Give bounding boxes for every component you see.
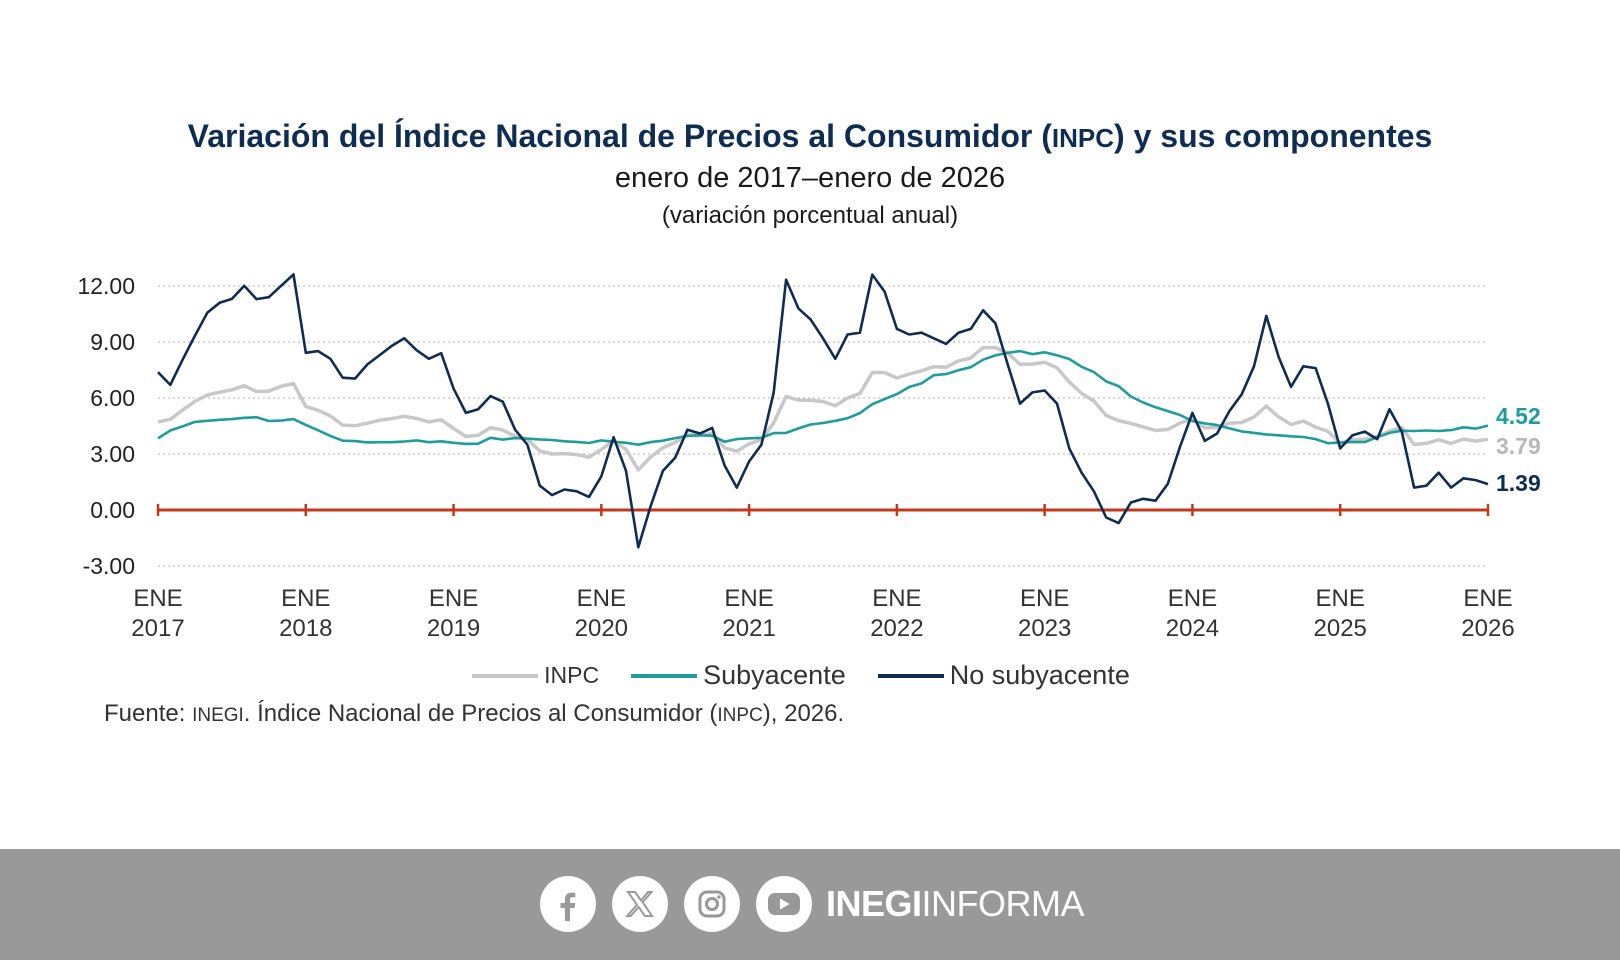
x-tick-label-year: 2026 (1461, 615, 1514, 642)
end-labels: 4.52 3.79 1.39 (1496, 403, 1541, 496)
chart-units: (variación porcentual anual) (661, 202, 959, 229)
x-tick-label-month: ENE (1168, 585, 1217, 612)
instagram-icon[interactable] (684, 876, 740, 932)
y-axis-ticks: 12.00 9.00 6.00 3.00 0.00 -3.00 (77, 273, 135, 579)
legend-item-no-subyacente: No subyacente (877, 660, 1130, 691)
x-tick-label-year: 2022 (870, 615, 923, 642)
chart-subtitle: enero de 2017–enero de 2026 (614, 162, 1006, 194)
x-tick-label-year: 2021 (722, 615, 775, 642)
series-lines (157, 273, 1489, 549)
x-tick-label-year: 2023 (1018, 615, 1071, 642)
youtube-icon[interactable] (756, 876, 812, 932)
y-tick-label: -3.00 (83, 553, 135, 579)
footer-bar: INEGIINFORMA (0, 849, 1620, 960)
legend-item-subyacente: Subyacente (631, 660, 846, 691)
social-links (540, 876, 812, 932)
y-tick-label: 12.00 (77, 273, 135, 299)
legend-label-no-subyacente: No subyacente (949, 660, 1130, 690)
y-tick-label: 0.00 (90, 497, 135, 523)
legend-item-inpc: INPC (472, 662, 599, 689)
source-note: Fuente: INEGI. Índice Nacional de Precio… (104, 700, 845, 727)
y-tick-label: 3.00 (90, 441, 135, 467)
x-tick-label-year: 2017 (131, 615, 184, 642)
legend-label-subyacente: Subyacente (703, 660, 846, 690)
series-line-inpc (157, 345, 1489, 472)
title-abbr: INPC (1051, 123, 1115, 153)
series-line-subyacente (157, 349, 1489, 447)
facebook-icon[interactable] (540, 876, 596, 932)
x-tick-label-month: ENE (1020, 585, 1069, 612)
x-tick-label-month: ENE (724, 585, 773, 612)
x-tick-label-month: ENE (429, 585, 478, 612)
legend-swatch-no-subyacente (877, 673, 944, 678)
x-tick-label-year: 2020 (575, 615, 628, 642)
zero-axis (156, 504, 1490, 516)
x-tick-label-month: ENE (1463, 585, 1512, 612)
x-tick-label-year: 2019 (427, 615, 480, 642)
x-tick-label-month: ENE (872, 585, 921, 612)
x-tick-label-month: ENE (281, 585, 330, 612)
series-line-no-subyacente (157, 273, 1489, 549)
legend: INPC Subyacente No subyacente (0, 660, 1620, 691)
x-tick-label-year: 2024 (1166, 615, 1219, 642)
x-icon[interactable] (612, 876, 668, 932)
x-tick-label-year: 2018 (279, 615, 332, 642)
end-label-inpc: 3.79 (1496, 433, 1541, 459)
y-tick-label: 6.00 (90, 385, 135, 411)
brand-logo[interactable]: INEGIINFORMA (826, 883, 1085, 924)
legend-swatch-inpc (472, 673, 539, 678)
y-tick-label: 9.00 (90, 329, 135, 355)
x-tick-label-month: ENE (577, 585, 626, 612)
legend-label-inpc: INPC (544, 662, 600, 688)
x-tick-label-month: ENE (133, 585, 182, 612)
x-tick-label-month: ENE (1316, 585, 1365, 612)
chart-title: Variación del Índice Nacional de Precios… (187, 118, 1433, 154)
end-label-subyacente: 4.52 (1496, 403, 1541, 429)
grid-lines (158, 285, 1488, 567)
end-label-no-subyacente: 1.39 (1496, 470, 1541, 496)
x-axis-ticks: ENE 2017 ENE 2018 ENE 2019 ENE 2020 ENE 2021 ENE 20… (131, 585, 1514, 642)
legend-swatch-subyacente (631, 673, 698, 678)
x-tick-label-year: 2025 (1314, 615, 1367, 642)
